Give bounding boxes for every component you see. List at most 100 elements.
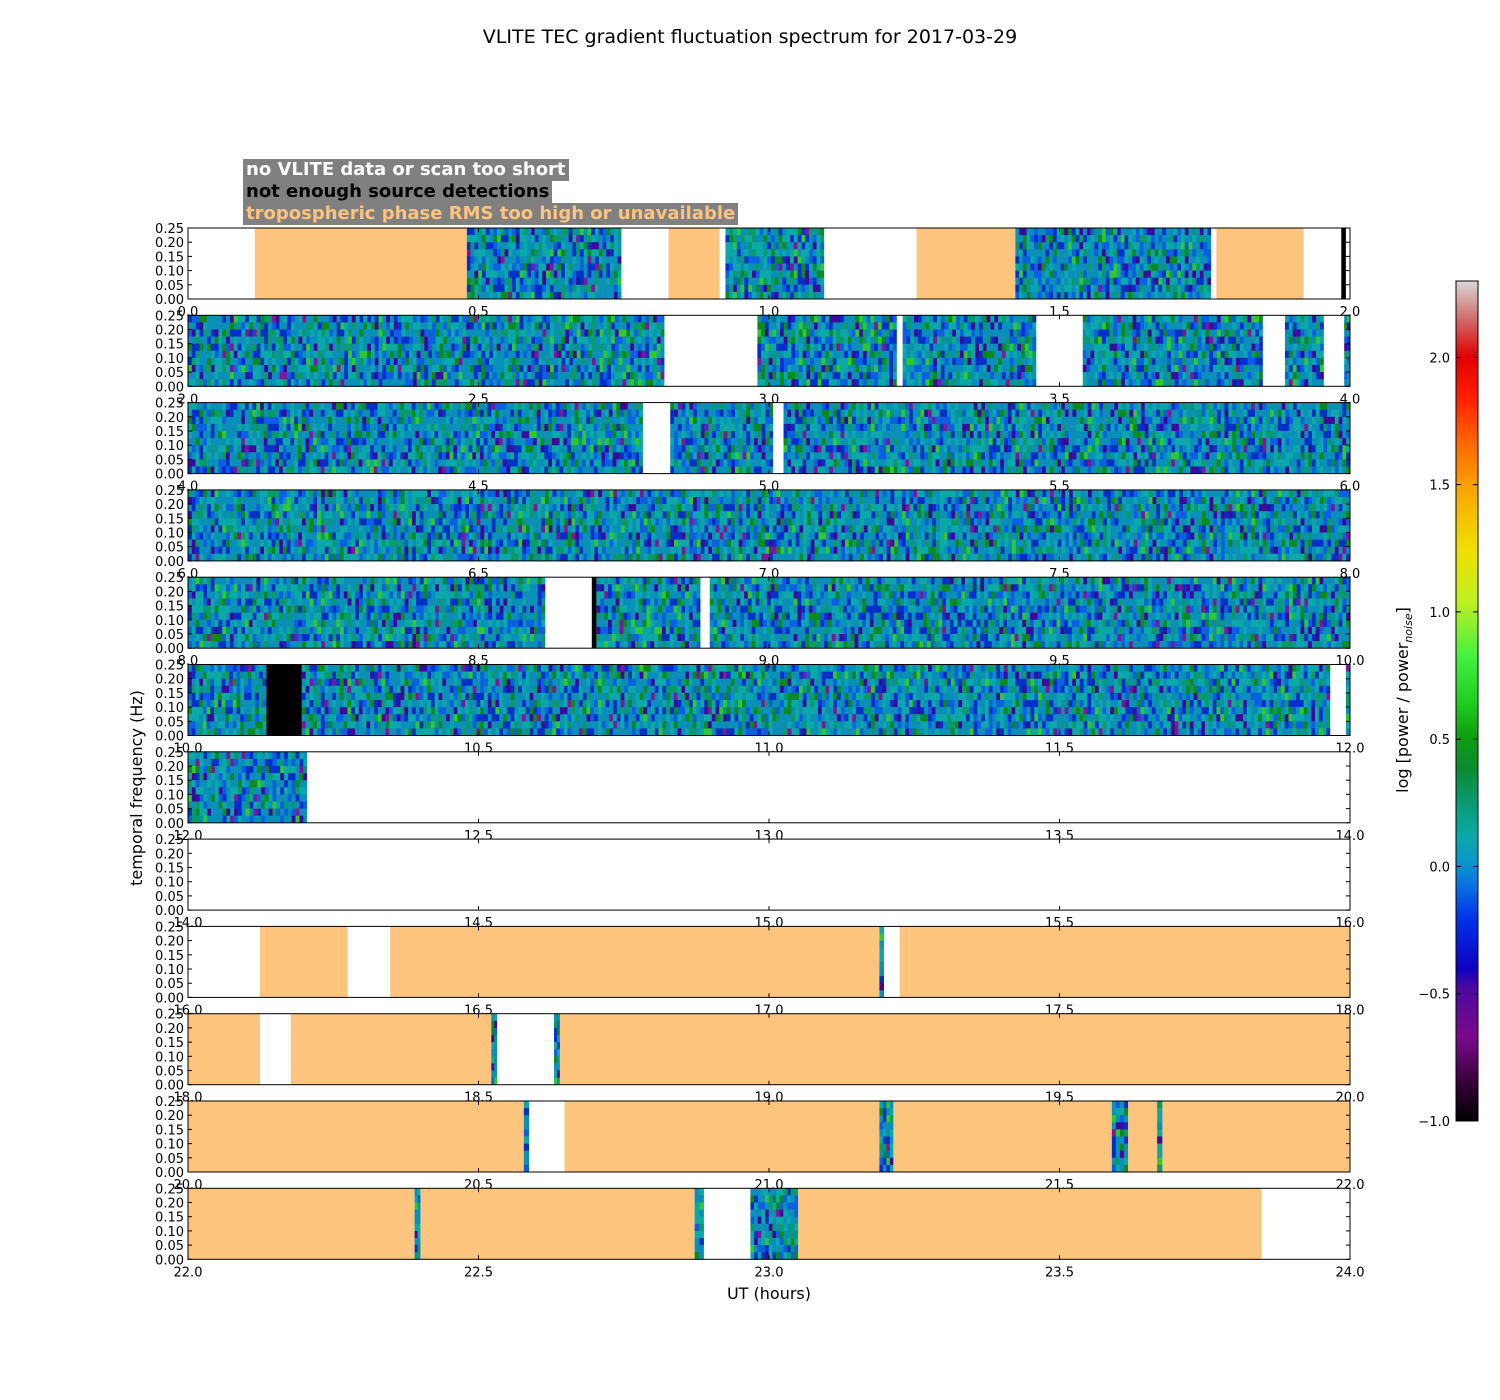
y-tick-label: 0.25 (155, 397, 184, 412)
y-tick-label: 0.05 (155, 1065, 184, 1080)
segment-nodata (773, 402, 784, 474)
panel-4: 0.000.050.100.150.200.258.0 8.5 9.0 9.5 10.0 (155, 571, 1364, 669)
y-tick-label: 0.10 (155, 614, 184, 629)
segment-nodet (1341, 228, 1346, 299)
y-tick-label: 0.15 (155, 949, 184, 964)
y-tick-label: 0.05 (155, 628, 184, 643)
y-tick-label: 0.05 (155, 890, 184, 905)
segment-nodata (497, 1013, 555, 1085)
segment-trop (420, 1188, 695, 1260)
y-tick-label: 0.20 (155, 498, 184, 513)
spectrum-segment (725, 228, 825, 300)
segment-trop (188, 1013, 261, 1085)
y-tick-label: 0.10 (155, 352, 184, 367)
y-tick-label: 0.05 (155, 453, 184, 468)
y-tick-label: 0.15 (155, 338, 184, 353)
segment-nodata (1261, 1188, 1350, 1260)
segment-nodata (1330, 664, 1346, 736)
spectrum-segment (1344, 315, 1351, 387)
y-tick-label: 0.25 (155, 309, 184, 324)
segment-nodata (1262, 315, 1285, 387)
y-tick-label: 0.25 (155, 659, 184, 674)
x-tick-label: 23.0 (755, 1265, 784, 1280)
segment-nodata (824, 228, 917, 299)
segment-trop (254, 228, 467, 299)
spectrum-segment (414, 1188, 421, 1260)
colorbar-label: log [power / powernoise] (1393, 607, 1415, 793)
panel-3: 0.000.050.100.150.200.256.0 6.5 7.0 7.5 8.0 (155, 484, 1360, 582)
y-tick-label: 0.10 (155, 439, 184, 454)
x-tick-label: 22.5 (464, 1265, 493, 1280)
segment-nodata (188, 228, 255, 299)
legend-nodata: no VLITE data or scan too short (243, 159, 569, 181)
segment-nodata (1036, 315, 1083, 387)
y-tick-label: 0.20 (155, 411, 184, 426)
y-tick-label: 0.10 (155, 1050, 184, 1065)
segment-trop (1162, 1101, 1350, 1172)
panel-2: 0.000.050.100.150.200.254.0 4.5 5.0 5.5 6.0 (155, 397, 1360, 495)
y-tick-label: 0.00 (155, 1166, 184, 1181)
segment-trop (564, 1101, 880, 1172)
y-tick-label: 0.10 (155, 701, 184, 716)
y-tick-label: 0.10 (155, 527, 184, 542)
x-axis-label: UT (hours) (727, 1284, 811, 1303)
y-tick-label: 0.00 (155, 1253, 184, 1268)
y-tick-label: 0.05 (155, 366, 184, 381)
y-tick-label: 0.15 (155, 1123, 184, 1138)
x-tick-label: 23.5 (1045, 1265, 1074, 1280)
y-tick-label: 0.00 (155, 293, 184, 308)
y-tick-label: 0.20 (155, 1197, 184, 1212)
x-tick-label: 22.0 (174, 1265, 203, 1280)
segment-nodata (621, 228, 669, 299)
y-tick-label: 0.15 (155, 687, 184, 702)
y-tick-label: 0.20 (155, 1022, 184, 1037)
y-tick-label: 0.20 (155, 585, 184, 600)
segment-nodata (896, 315, 903, 387)
y-axis-label: temporal frequency (Hz) (127, 690, 146, 886)
segment-nodata (703, 1188, 751, 1260)
y-tick-label: 0.00 (155, 1079, 184, 1094)
spectrum-segment (188, 751, 308, 824)
spectrum-segment (466, 228, 622, 300)
chart-title: VLITE TEC gradient fluctuation spectrum … (483, 26, 1017, 48)
segment-trop (893, 1101, 1112, 1172)
segment-trop (798, 1188, 1262, 1260)
segment-trop (668, 228, 720, 299)
segment-nodata (700, 577, 710, 649)
segment-trop (1128, 1101, 1158, 1172)
colorbar-label-subscript: noise (1402, 613, 1415, 642)
x-tick-label: 24.0 (1336, 1265, 1365, 1280)
y-tick-label: 0.20 (155, 673, 184, 688)
y-tick-label: 0.25 (155, 1008, 184, 1023)
y-tick-label: 0.10 (155, 1225, 184, 1240)
legend-trop: tropospheric phase RMS too high or unava… (243, 203, 739, 225)
y-tick-label: 0.15 (155, 425, 184, 440)
spectrum-segment (783, 402, 1351, 474)
spectrum-segment (188, 577, 546, 649)
segment-trop (290, 1013, 492, 1085)
colorbar-tick-label: −1.0 (1418, 1115, 1450, 1130)
segment-trop (390, 926, 880, 998)
spectrum-segment (1082, 315, 1264, 387)
colorbar-label-main: log [power / power (1393, 642, 1412, 793)
spectrum-segment (188, 315, 665, 387)
y-tick-label: 0.15 (155, 600, 184, 615)
segment-nodata (260, 1013, 291, 1085)
y-tick-label: 0.20 (155, 760, 184, 775)
spectrum-segment (523, 1101, 530, 1173)
y-tick-label: 0.25 (155, 571, 184, 586)
spectrum-segment (188, 664, 267, 736)
segment-nodata (1345, 228, 1350, 299)
panel-11: 0.000.050.100.150.200.25 22.0 22.5 23.0 23.5… (155, 1182, 1364, 1280)
panels: 0.000.050.100.150.200.250.0 0.5 1.0 1.5 2.00… (155, 222, 1364, 1280)
y-tick-label: 0.00 (155, 817, 184, 832)
y-tick-label: 0.20 (155, 1109, 184, 1124)
spectrum-segment (750, 1188, 799, 1260)
y-tick-label: 0.05 (155, 279, 184, 294)
y-tick-label: 0.05 (155, 977, 184, 992)
y-tick-label: 0.15 (155, 1211, 184, 1226)
